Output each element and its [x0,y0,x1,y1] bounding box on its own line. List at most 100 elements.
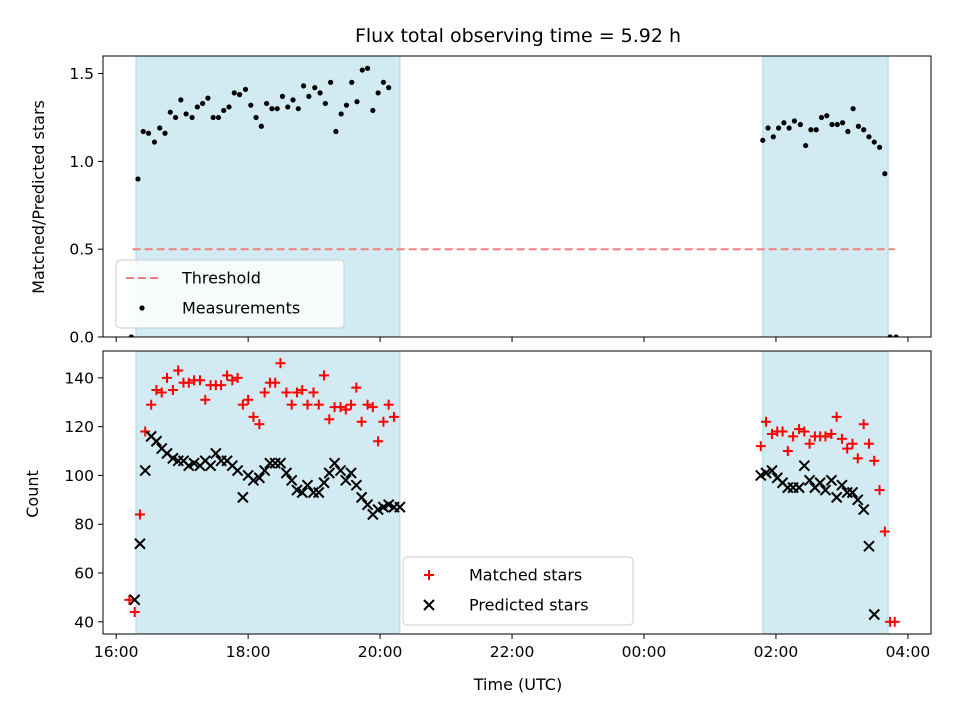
measurement-point [317,90,323,96]
matched-star-point [173,365,184,376]
predicted-star-marker-b [836,479,848,491]
matched-star-point [313,399,324,410]
predicted-star-point [134,538,146,550]
predicted-star-marker-b [868,608,880,621]
matched-star-point [222,370,233,381]
predicted-star-point [798,459,811,472]
measurement-point [322,100,328,107]
matched-star-point [799,426,810,437]
predicted-star-point [340,474,352,487]
measurement-point [871,139,877,145]
measurement-point [386,85,392,91]
measurement-point [300,83,307,89]
matched-star-point [766,428,777,439]
measurement-point [797,121,803,128]
matched-star-point [259,387,270,398]
matched-star-point [383,399,394,410]
predicted-star-point [296,486,308,499]
bottom-panel: 40 60 80 100 120 140 16:00 18:00 20:00 22:00 00:00… [64,350,932,661]
observing-window-band [135,351,401,634]
matched-star-point [362,399,373,410]
predicted-star-marker-b [350,479,363,491]
matched-star-point [275,358,286,369]
legend-label: Matched stars [469,566,582,585]
predicted-star-point [863,540,875,552]
predicted-star-marker-b [340,474,352,487]
axes-frame [102,55,932,338]
y-tick-label: 1.5 [69,65,94,83]
measurement-point [128,334,134,337]
predicted-star-point [188,457,200,469]
measurement-point [866,134,872,140]
matched-star-point [869,455,880,466]
predicted-star-point [231,464,244,477]
measurement-point [770,134,776,140]
matched-star-point [755,441,766,452]
measurement-point [813,127,819,133]
matched-star-point [831,411,842,422]
predicted-star-point [139,464,151,477]
legend-label: Measurements [182,299,300,318]
measurement-point [183,111,189,117]
matched-star-point [194,375,205,386]
y-tick-label: 100 [64,467,94,485]
legend-measurement-swatch [139,305,145,311]
measurement-point [818,114,825,121]
matched-star-point [340,404,351,415]
matched-star-point [146,399,157,410]
y-tick-label: 140 [64,369,94,387]
predicted-star-marker-b [328,457,341,469]
matched-star-point [761,416,772,427]
x-tick-label: 18:00 [226,643,271,661]
y-tick-label: 80 [74,516,94,534]
predicted-star-marker-b [301,479,314,491]
y-tick-label: 0.0 [69,329,94,347]
measurement-point [781,120,787,126]
measurement-point [808,127,814,133]
predicted-star-point [793,481,805,494]
measurement-point [215,114,222,121]
measurement-point [803,142,809,149]
matched-star-point [335,402,346,413]
measurement-point [887,334,893,337]
predicted-star-marker-b [345,467,357,479]
predicted-star-marker-b [793,481,805,494]
predicted-star-marker-b [291,484,303,496]
matched-star-point [124,594,135,605]
y-tick-label: 120 [64,418,94,436]
predicted-star-marker-b [846,486,859,499]
measurement-point [349,79,355,85]
matched-star-point [852,453,863,464]
predicted-star-marker-b [231,464,244,477]
predicted-star-marker-b [237,491,249,504]
measurement-point [231,90,237,96]
predicted-star-point [253,472,266,484]
predicted-star-point [760,467,772,479]
predicted-star-marker-b [128,594,141,606]
predicted-star-marker-b [156,442,168,455]
legend-box [402,556,634,626]
measurement-point [343,102,350,108]
matched-star-point [794,424,805,435]
measurement-point [380,79,386,85]
predicted-star-point [394,501,406,513]
matched-star-point [291,387,302,398]
predicted-star-marker-b [798,459,811,472]
predicted-star-point [258,464,271,477]
measurement-point [306,93,312,99]
legend-box [115,259,345,329]
predicted-star-marker-b [199,455,211,467]
measurement-point [162,130,168,136]
axes-frame [102,350,932,635]
measurement-point [312,85,318,91]
measurement-point [194,104,200,110]
x-axis-label: Time (UTC) [473,675,562,694]
measurement-point [333,128,339,135]
matched-star-point [281,387,292,398]
measurement-point [791,118,798,124]
measurement-point [370,107,376,114]
matched-star-point [319,370,330,381]
predicted-star-point [210,447,222,460]
measurement-point [135,176,141,182]
